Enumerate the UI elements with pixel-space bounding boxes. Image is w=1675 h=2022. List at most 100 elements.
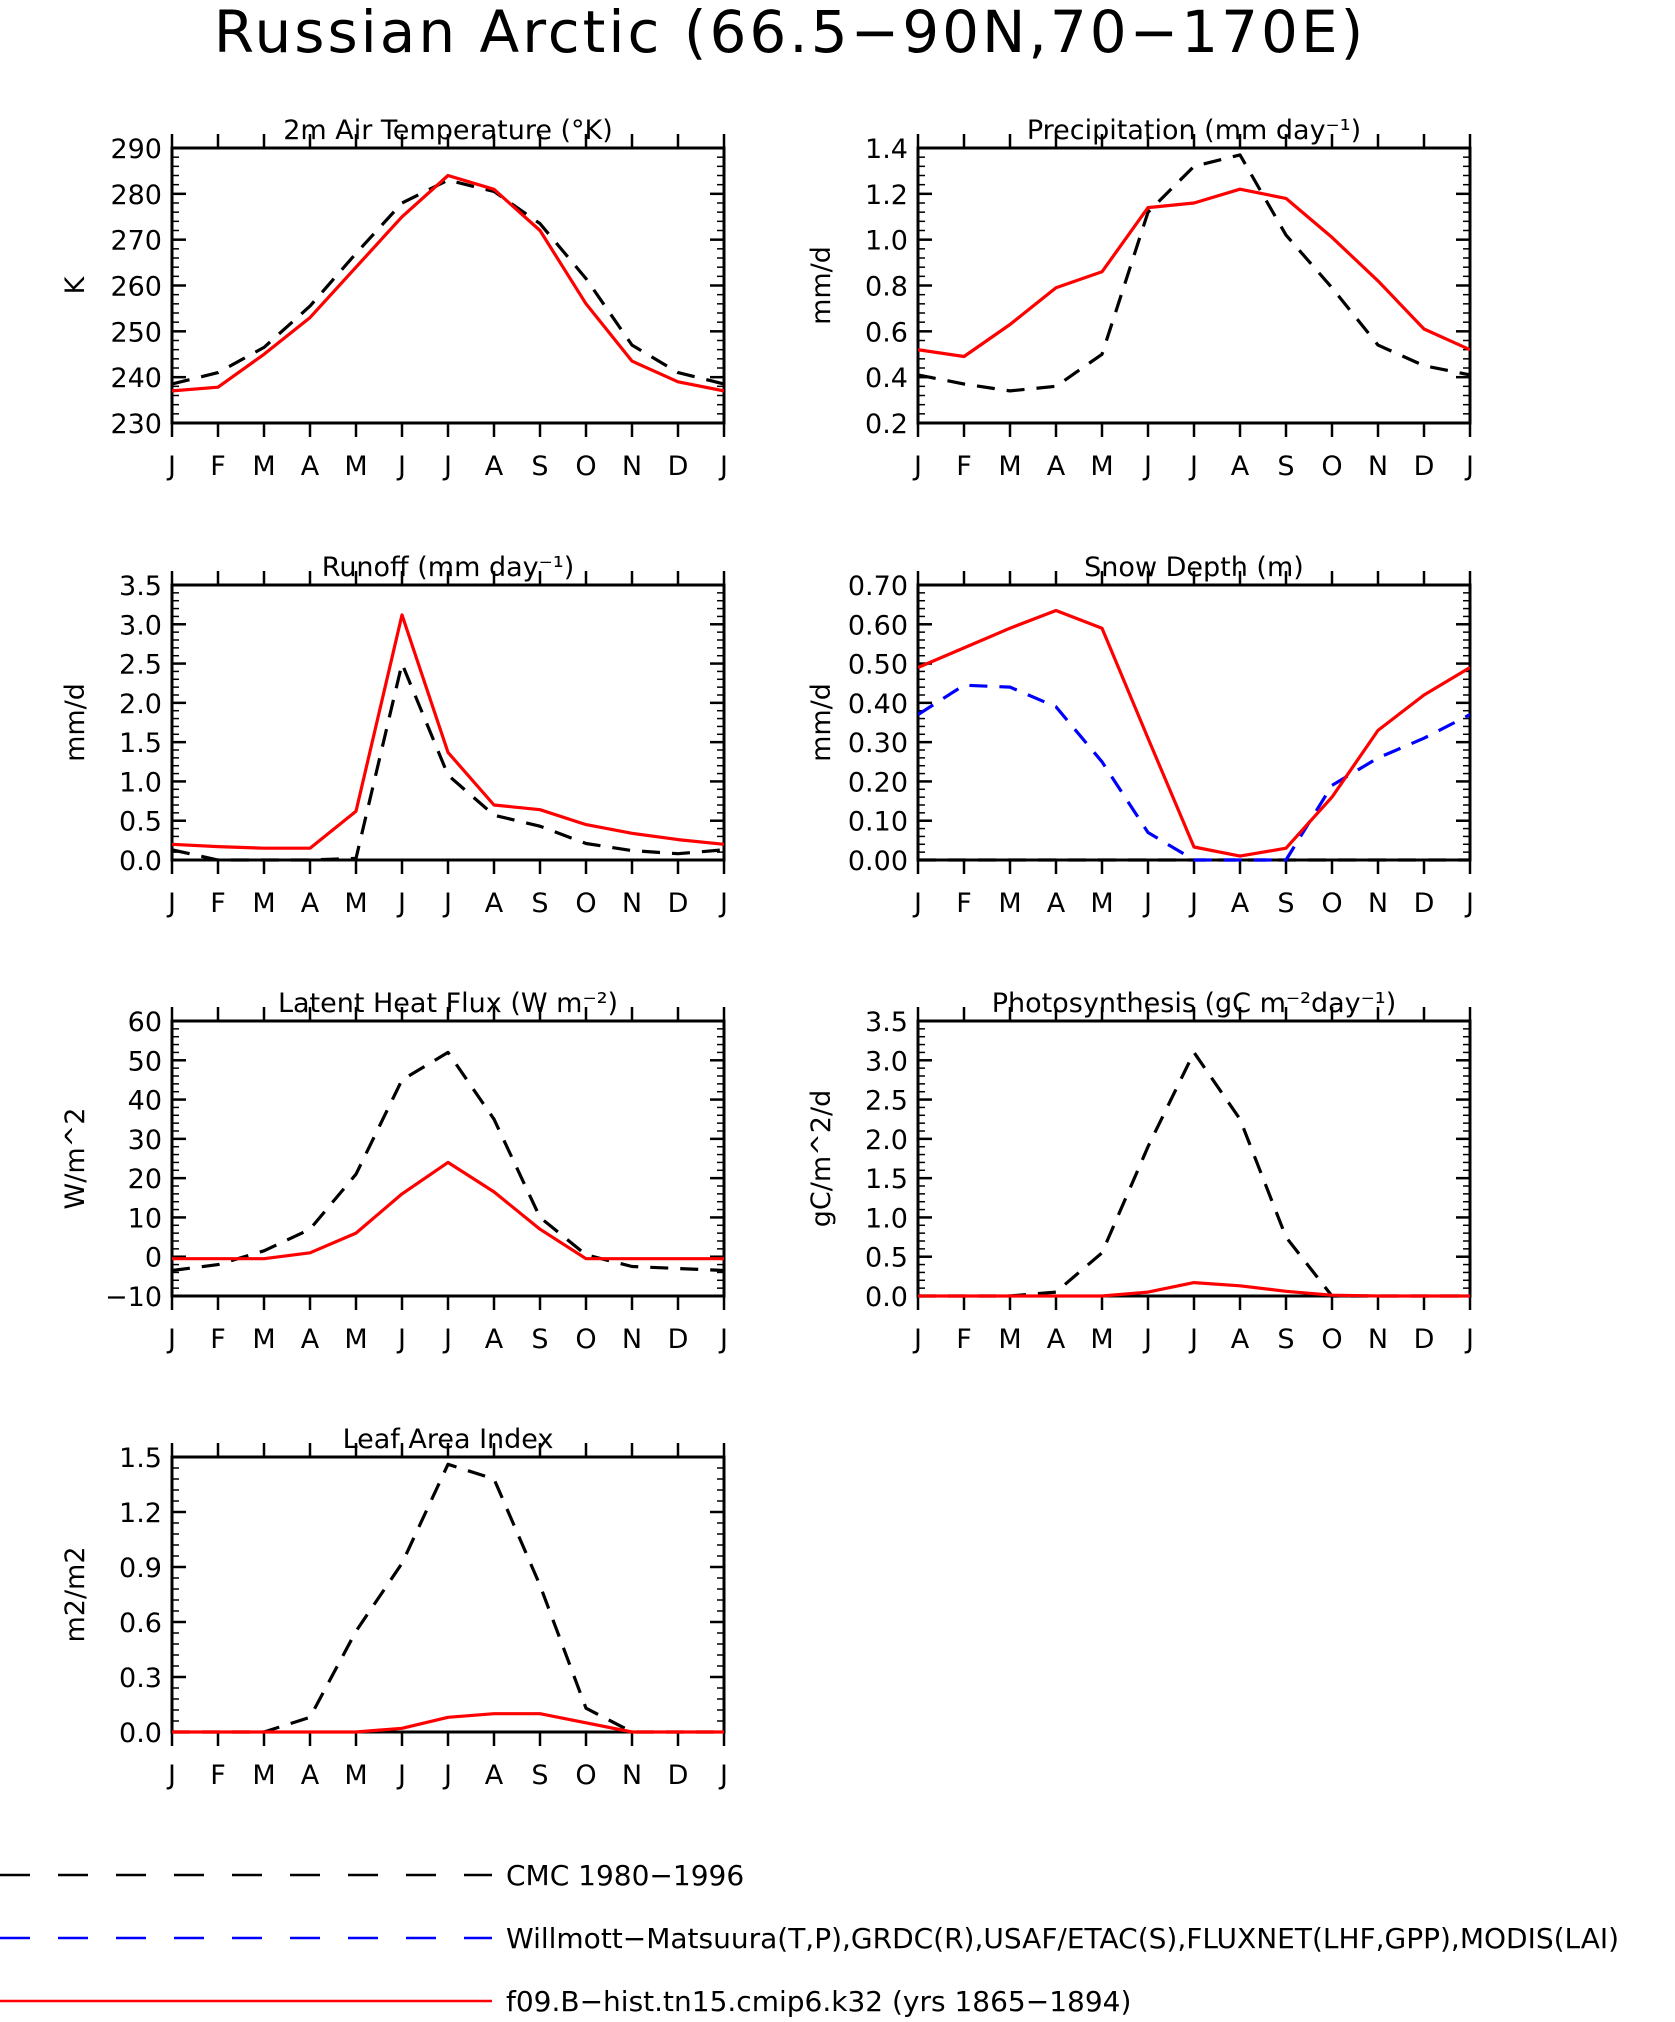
x-tick-label: J	[166, 888, 176, 919]
x-tick-label: J	[718, 451, 728, 482]
plot-frame	[916, 146, 1472, 425]
plot-frame	[916, 1019, 1472, 1298]
x-tick-label: O	[575, 451, 596, 482]
x-tick-label: J	[718, 888, 728, 919]
x-tick-label: M	[998, 888, 1021, 919]
legend-label: Willmott−Matsuura(T,P),GRDC(R),USAF/ETAC…	[506, 1922, 1619, 1955]
x-tick-label: J	[1142, 1324, 1152, 1355]
legend: CMC 1980−1996 Willmott−Matsuura(T,P),GRDC…	[0, 1859, 1619, 2018]
series-line-model	[918, 1280, 1470, 1298]
x-tick-label: A	[301, 1760, 320, 1791]
y-tick-label: 2.0	[865, 1125, 908, 1156]
x-tick-label: D	[1414, 888, 1435, 919]
y-tick-label: 1.5	[865, 1164, 908, 1195]
y-tick-label: 0.20	[848, 767, 908, 798]
x-tick-label: J	[442, 1760, 452, 1791]
x-tick-label: F	[210, 1760, 226, 1791]
x-tick-label: S	[1277, 888, 1294, 919]
y-tick-label: 0.10	[848, 807, 908, 838]
x-tick-label: A	[1231, 888, 1250, 919]
y-tick-label: 1.5	[119, 728, 162, 759]
x-tick-label: D	[668, 451, 689, 482]
x-tick-label: F	[956, 888, 972, 919]
x-tick-label: J	[1188, 451, 1198, 482]
y-tick-label: 260	[110, 272, 162, 303]
y-tick-label: 0.30	[848, 728, 908, 759]
y-tick-label: 2.5	[119, 650, 162, 681]
x-tick-label: S	[531, 1760, 548, 1791]
y-tick-label: 0	[145, 1243, 162, 1274]
x-tick-label: J	[396, 888, 406, 919]
y-axis-label: m2/m2	[60, 1546, 91, 1642]
series-line-obs_cmc	[172, 1462, 724, 1734]
x-tick-label: M	[344, 1324, 367, 1355]
x-tick-label: J	[166, 451, 176, 482]
y-tick-label: 50	[128, 1046, 162, 1077]
x-tick-label: J	[396, 1760, 406, 1791]
y-tick-label: 3.0	[119, 610, 162, 641]
y-tick-label: 3.5	[865, 1007, 908, 1038]
x-tick-label: A	[485, 451, 504, 482]
series-line-obs_multi	[918, 683, 1470, 862]
x-tick-label: J	[1188, 888, 1198, 919]
y-tick-label: 2.5	[865, 1086, 908, 1117]
series-line-obs_cmc	[172, 1050, 724, 1273]
x-tick-label: N	[622, 888, 642, 919]
y-tick-label: 250	[110, 317, 162, 348]
chart-runoff: Runoff (mm day⁻¹)0.00.51.01.52.02.53.03.…	[60, 552, 728, 919]
x-tick-label: S	[1277, 1324, 1294, 1355]
x-tick-label: A	[1231, 1324, 1250, 1355]
x-tick-label: M	[252, 1324, 275, 1355]
y-axis-label: mm/d	[806, 246, 837, 325]
y-tick-label: −10	[105, 1282, 162, 1313]
y-tick-label: 1.0	[865, 1203, 908, 1234]
x-tick-label: M	[252, 451, 275, 482]
y-axis-label: mm/d	[60, 683, 91, 762]
x-tick-label: M	[344, 451, 367, 482]
x-tick-label: J	[1464, 451, 1474, 482]
y-tick-label: 20	[128, 1164, 162, 1195]
x-tick-label: F	[210, 888, 226, 919]
x-tick-label: J	[1142, 888, 1152, 919]
x-tick-label: M	[1090, 888, 1113, 919]
y-tick-label: 0.0	[119, 846, 162, 877]
x-tick-label: N	[1368, 888, 1388, 919]
x-tick-label: N	[622, 451, 642, 482]
series-line-model	[918, 187, 1470, 359]
y-tick-label: 0.9	[119, 1553, 162, 1584]
y-tick-label: 40	[128, 1086, 162, 1117]
x-tick-label: M	[252, 1760, 275, 1791]
x-tick-label: N	[622, 1324, 642, 1355]
x-tick-label: A	[301, 888, 320, 919]
x-tick-label: J	[718, 1760, 728, 1791]
plot-frame	[170, 146, 726, 425]
x-tick-label: J	[1464, 888, 1474, 919]
chart-snow: Snow Depth (m)0.000.100.200.300.400.500.…	[806, 552, 1474, 919]
x-tick-label: J	[912, 888, 922, 919]
x-tick-label: A	[485, 888, 504, 919]
series-line-obs_cmc	[172, 661, 724, 862]
x-tick-label: J	[442, 1324, 452, 1355]
y-tick-label: 0.50	[848, 650, 908, 681]
y-tick-label: 2.0	[119, 689, 162, 720]
y-axis-label: K	[60, 275, 91, 294]
x-tick-label: J	[166, 1760, 176, 1791]
x-tick-label: N	[1368, 1324, 1388, 1355]
series-line-model	[172, 1160, 724, 1261]
y-tick-label: 1.2	[119, 1498, 162, 1529]
y-tick-label: 10	[128, 1203, 162, 1234]
x-tick-label: M	[1090, 451, 1113, 482]
x-tick-label: J	[396, 1324, 406, 1355]
y-tick-label: 0.4	[865, 363, 908, 394]
y-tick-label: 270	[110, 226, 162, 257]
x-tick-label: A	[1047, 451, 1066, 482]
y-tick-label: 0.00	[848, 846, 908, 877]
y-tick-label: 0.5	[865, 1243, 908, 1274]
y-tick-label: 3.0	[865, 1046, 908, 1077]
x-tick-label: D	[668, 888, 689, 919]
y-tick-label: 240	[110, 363, 162, 394]
y-tick-label: 0.60	[848, 610, 908, 641]
x-tick-label: J	[718, 1324, 728, 1355]
